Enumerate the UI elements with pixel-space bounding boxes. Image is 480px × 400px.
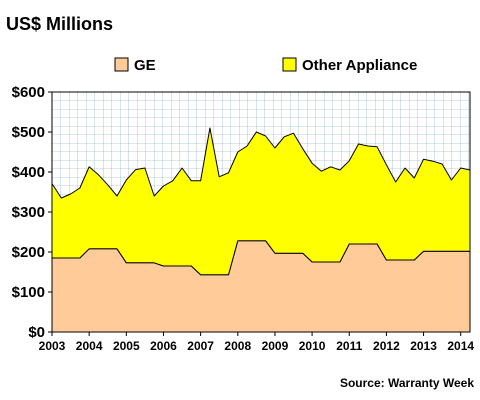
- source-note: Source: Warranty Week: [340, 376, 474, 390]
- x-tick-label: 2004: [76, 339, 103, 353]
- x-tick-label: 2007: [187, 339, 214, 353]
- y-tick-label: $300: [12, 204, 45, 221]
- legend-swatch-ge: [114, 57, 129, 72]
- y-tick-label: $0: [28, 324, 45, 341]
- y-tick-label: $600: [12, 84, 45, 101]
- x-axis: 2003 2004 2005 2006 2007 2008 2009 2010 2011 2012…: [39, 332, 474, 353]
- x-tick-label: 2010: [299, 339, 326, 353]
- x-tick-label: 2006: [150, 339, 177, 353]
- y-tick-label: $200: [12, 244, 45, 261]
- x-tick-label: 2014: [447, 339, 474, 353]
- plot-border: [51, 91, 471, 333]
- legend-label-ge: GE: [134, 57, 156, 74]
- legend-swatch-other-appliance: [282, 57, 297, 72]
- x-tick-label: 2008: [224, 339, 251, 353]
- x-tick-label: 2005: [113, 339, 140, 353]
- x-tick-label: 2003: [39, 339, 66, 353]
- y-tick-label: $100: [12, 284, 45, 301]
- y-tick-label: $400: [12, 164, 45, 181]
- y-tick-label: $500: [12, 124, 45, 141]
- y-axis: $0 $100 $200 $300 $400 $500 $600: [12, 84, 52, 341]
- x-tick-label: 2011: [336, 339, 362, 353]
- x-tick-label: 2009: [262, 339, 289, 353]
- x-tick-label: 2013: [410, 339, 437, 353]
- chart-title: US$ Millions: [6, 14, 113, 34]
- legend-label-other-appliance: Other Appliance: [302, 57, 417, 74]
- x-tick-label: 2012: [373, 339, 400, 353]
